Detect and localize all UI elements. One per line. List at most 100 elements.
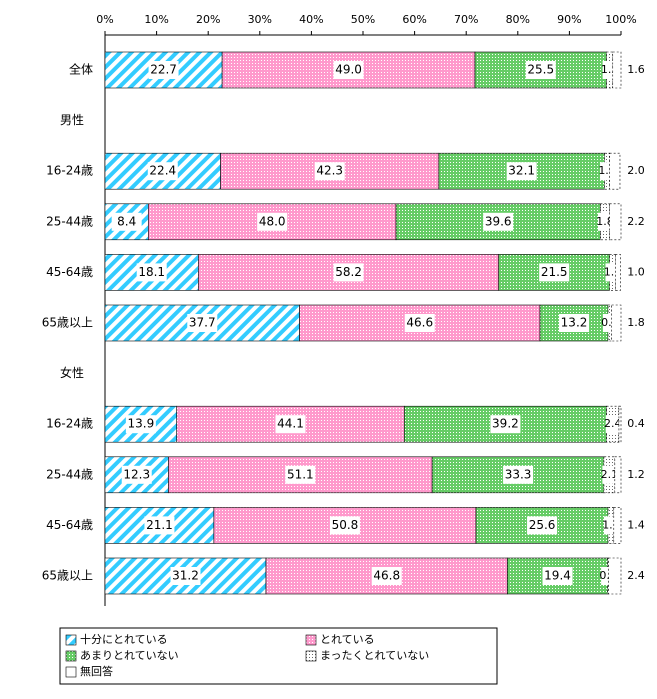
legend-label: 無回答 bbox=[80, 664, 113, 678]
data-label: 12.3 bbox=[123, 467, 150, 481]
x-tick-label: 10% bbox=[144, 13, 168, 26]
label-bg bbox=[121, 465, 152, 484]
label-bg bbox=[605, 415, 620, 434]
data-label: 58.2 bbox=[335, 265, 362, 279]
label-bg bbox=[333, 263, 364, 282]
y-tick-label: 65歳以上 bbox=[42, 569, 93, 583]
legend-swatch bbox=[305, 650, 317, 662]
legend-swatch bbox=[65, 666, 77, 678]
y-tick-label: 16-24歳 bbox=[46, 164, 93, 178]
label-bg bbox=[483, 212, 514, 231]
data-label: 1.8 bbox=[627, 316, 645, 329]
data-label: 8.4 bbox=[117, 214, 136, 228]
group-label: 男性 bbox=[60, 113, 84, 127]
y-tick-label: 45-64歳 bbox=[46, 265, 93, 279]
bar-segment bbox=[611, 304, 622, 342]
y-tick-label: 65歳以上 bbox=[42, 316, 93, 330]
legend-box bbox=[59, 627, 498, 685]
data-label: 39.2 bbox=[492, 417, 519, 431]
label-bg bbox=[542, 567, 573, 585]
data-label: 13.9 bbox=[128, 417, 155, 431]
x-tick-label: 90% bbox=[557, 13, 581, 26]
x-tick-label: 40% bbox=[299, 13, 323, 26]
legend-swatch bbox=[65, 650, 77, 662]
data-label: 2.0 bbox=[627, 164, 645, 177]
label-bg bbox=[170, 567, 201, 585]
data-label: 2.4 bbox=[627, 569, 645, 582]
data-label: 22.4 bbox=[149, 164, 176, 178]
legend-swatch bbox=[305, 634, 317, 646]
y-tick-label: 16-24歳 bbox=[46, 417, 93, 431]
data-label: 2.2 bbox=[627, 215, 645, 228]
data-label: 50.8 bbox=[332, 518, 359, 532]
label-bg bbox=[111, 212, 142, 231]
x-tick-label: 60% bbox=[402, 13, 426, 26]
y-tick-label: 25-44歳 bbox=[46, 467, 93, 481]
bar-segment bbox=[609, 203, 622, 241]
data-label: 49.0 bbox=[335, 63, 362, 77]
group-label: 女性 bbox=[60, 365, 84, 380]
label-bg bbox=[404, 314, 435, 332]
label-bg bbox=[257, 212, 288, 231]
label-bg bbox=[525, 61, 556, 79]
y-tick-label: 全体 bbox=[69, 62, 93, 77]
legend-label: まったくとれていない bbox=[320, 649, 429, 662]
label-bg bbox=[527, 516, 558, 535]
y-tick-label: 25-44歳 bbox=[46, 214, 93, 228]
bar-segment bbox=[609, 152, 621, 190]
data-label: 42.3 bbox=[316, 164, 343, 178]
legend-label: あまりとれていない bbox=[80, 649, 179, 662]
data-label: 46.8 bbox=[373, 569, 400, 583]
data-label: 1.2 bbox=[627, 468, 645, 481]
label-bg bbox=[490, 415, 521, 434]
data-label: 1.4 bbox=[627, 518, 645, 531]
data-label: 39.6 bbox=[485, 214, 512, 228]
label-bg bbox=[147, 162, 178, 181]
data-label: 51.1 bbox=[287, 467, 314, 481]
x-tick-label: 50% bbox=[351, 13, 375, 26]
data-label: 48.0 bbox=[259, 214, 286, 228]
x-tick-label: 80% bbox=[506, 13, 530, 26]
legend-swatch bbox=[65, 634, 77, 646]
label-bg bbox=[275, 415, 306, 434]
data-label: 22.7 bbox=[150, 63, 177, 77]
data-label: 18.1 bbox=[138, 265, 165, 279]
x-tick-label: 70% bbox=[454, 13, 478, 26]
data-label: 44.1 bbox=[277, 417, 304, 431]
y-tick-label: 45-64歳 bbox=[46, 518, 93, 532]
label-bg bbox=[329, 516, 360, 535]
data-label: 33.3 bbox=[505, 467, 532, 481]
data-label: 25.5 bbox=[527, 63, 554, 77]
label-bg bbox=[506, 162, 537, 181]
label-bg bbox=[125, 415, 156, 434]
data-label: 46.6 bbox=[406, 316, 433, 330]
data-label: 21.1 bbox=[146, 518, 173, 532]
data-label: 37.7 bbox=[189, 316, 216, 330]
label-bg bbox=[371, 567, 402, 585]
label-bg bbox=[285, 465, 316, 484]
data-label: 13.2 bbox=[561, 316, 588, 330]
label-bg bbox=[144, 516, 175, 535]
bar-segment bbox=[618, 405, 622, 443]
legend-label: とれている bbox=[320, 633, 375, 646]
bar-segment bbox=[615, 254, 621, 291]
label-bg bbox=[602, 465, 617, 484]
label-bg bbox=[539, 263, 570, 282]
label-bg bbox=[148, 61, 179, 79]
data-label: 25.6 bbox=[529, 518, 556, 532]
bar-segment bbox=[612, 51, 622, 89]
label-bg bbox=[559, 314, 590, 332]
bar-segment bbox=[614, 456, 622, 494]
label-bg bbox=[187, 314, 218, 332]
legend-label: 十分にとれている bbox=[80, 632, 168, 646]
label-bg bbox=[598, 212, 613, 231]
label-bg bbox=[333, 61, 364, 79]
label-bg bbox=[136, 263, 167, 282]
data-label: 21.5 bbox=[541, 265, 568, 279]
data-label: 2.1 bbox=[601, 468, 619, 481]
bar-segment bbox=[613, 507, 622, 544]
data-label: 2.4 bbox=[604, 417, 622, 430]
data-label: 1.6 bbox=[627, 63, 645, 76]
x-tick-label: 20% bbox=[196, 13, 220, 26]
